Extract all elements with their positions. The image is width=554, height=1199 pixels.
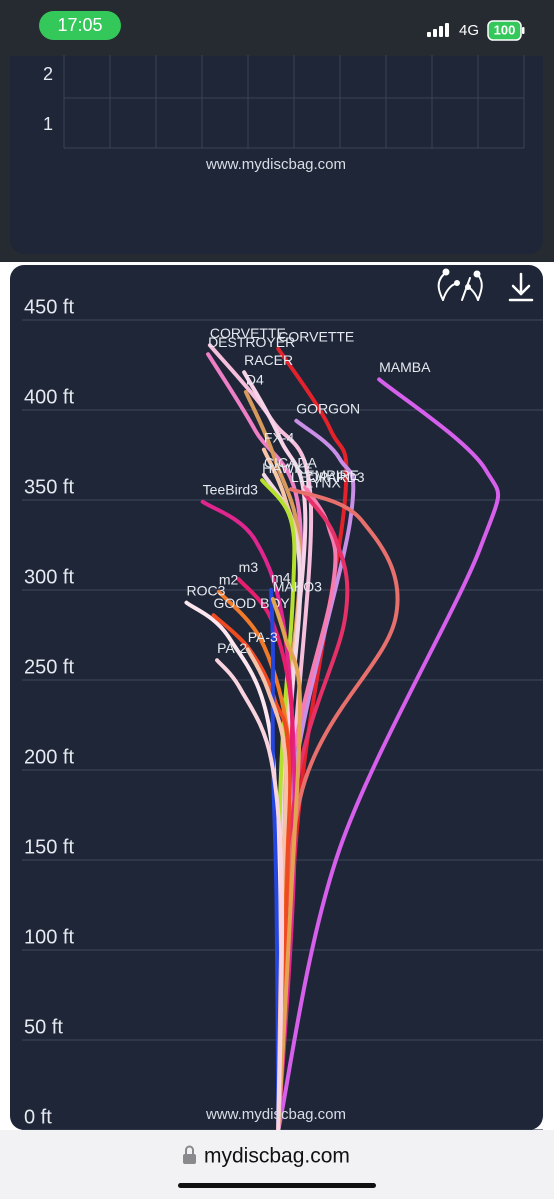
y-tick-label: 2 [43, 64, 53, 84]
flight-chart: 0 ft 50 ft 100 ft 150 ft 200 ft 250 ft 300 ft 3… [22, 296, 543, 1132]
disc-label: PA-3 [248, 629, 278, 645]
signal-icon [427, 23, 449, 37]
battery-level: 100 [494, 22, 516, 37]
y-tick-label: 200 ft [24, 746, 74, 768]
y-tick-label: 250 ft [24, 656, 74, 678]
watermark: www.mydiscbag.com [205, 1106, 346, 1123]
y-tick-label: 400 ft [24, 386, 74, 408]
disc-label: LEOPARD3 [291, 469, 365, 485]
disc-label: HAWKE [262, 460, 313, 476]
y-tick-label: 50 ft [24, 1016, 63, 1038]
status-time: 17:05 [57, 15, 102, 35]
battery-icon [487, 20, 522, 41]
disc-label: PA-2 [217, 640, 247, 656]
status-network: 4G [459, 22, 479, 39]
disc-label: MAKO3 [273, 579, 322, 595]
y-tick-label: 0 ft [24, 1106, 52, 1128]
disc-label: m4 [271, 570, 291, 586]
time-pill [39, 11, 121, 40]
disc-label: m2 [219, 572, 239, 588]
disc-label: m3 [239, 559, 259, 575]
y-tick-label: 350 ft [24, 476, 74, 498]
y-tick-label: 450 ft [24, 296, 74, 318]
disc-label: EMPIRE [305, 467, 359, 483]
flight-path [276, 377, 501, 1132]
lock-icon [183, 1145, 196, 1164]
disc-label: CORVETTE [278, 329, 354, 345]
battery-cap [522, 27, 525, 34]
top-panel [10, 0, 543, 254]
disc-label: D4 [246, 372, 264, 388]
y-tick-label: 300 ft [24, 566, 74, 588]
flight-path [269, 588, 281, 1132]
flight-path [215, 658, 285, 1132]
disc-label: CORVETTE [210, 325, 286, 341]
y-tick-label: 150 ft [24, 836, 74, 858]
flight-path [270, 597, 302, 1132]
y-tick-label: 100 ft [24, 926, 74, 948]
watermark: www.mydiscbag.com [205, 156, 346, 173]
disc-label: CICADA [264, 455, 318, 471]
home-indicator [178, 1183, 376, 1188]
disc-label: FX-4 [264, 429, 295, 445]
disc-label: LYNX [305, 474, 341, 490]
disc-label: TeeBird3 [203, 482, 258, 498]
disc-label: MAMBA [379, 359, 431, 375]
address-url[interactable]: mydiscbag.com [204, 1145, 350, 1168]
flight-mode-icon[interactable] [437, 268, 483, 301]
disc-label: ROC3 [186, 582, 225, 598]
disc-label: RACER [244, 352, 293, 368]
flight-panel [10, 265, 543, 1130]
disc-label: DESTROYER [208, 334, 295, 350]
y-tick-label: 1 [43, 114, 53, 134]
disc-label: GOOD BOY [213, 595, 290, 611]
disc-label: GORGON [296, 401, 360, 417]
top-chart: 1 2 www.mydiscbag.com [43, 55, 525, 173]
download-icon[interactable] [508, 272, 534, 302]
